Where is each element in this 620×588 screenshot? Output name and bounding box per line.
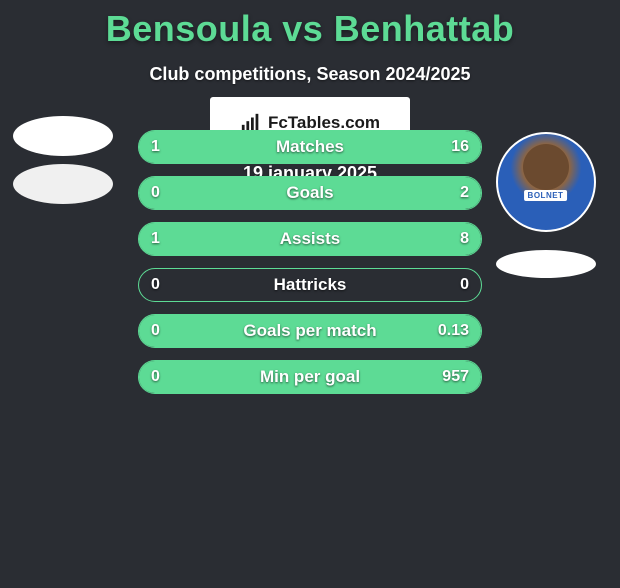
player-left-panel xyxy=(10,116,115,204)
player-right-panel xyxy=(493,132,598,278)
stat-label: Hattricks xyxy=(139,275,481,295)
stat-row: 0Hattricks0 xyxy=(138,268,482,302)
stat-row: 1Matches16 xyxy=(138,130,482,164)
stat-row: 0Min per goal957 xyxy=(138,360,482,394)
stat-value-right: 2 xyxy=(460,184,469,202)
stat-value-right: 0 xyxy=(460,276,469,294)
stat-value-right: 957 xyxy=(442,368,469,386)
stat-row: 0Goals2 xyxy=(138,176,482,210)
player-right-club-badge xyxy=(496,250,596,278)
stat-value-right: 16 xyxy=(451,138,469,156)
stat-label: Matches xyxy=(139,137,481,157)
stats-panel: 1Matches160Goals21Assists80Hattricks00Go… xyxy=(138,130,482,406)
stat-value-right: 8 xyxy=(460,230,469,248)
stat-label: Goals per match xyxy=(139,321,481,341)
stat-value-right: 0.13 xyxy=(438,322,469,340)
player-right-avatar xyxy=(496,132,596,232)
page-title: Bensoula vs Benhattab xyxy=(0,8,620,50)
player-left-club-badge xyxy=(13,164,113,204)
stat-label: Assists xyxy=(139,229,481,249)
stat-label: Goals xyxy=(139,183,481,203)
stat-row: 1Assists8 xyxy=(138,222,482,256)
stat-label: Min per goal xyxy=(139,367,481,387)
player-left-avatar xyxy=(13,116,113,156)
page-subtitle: Club competitions, Season 2024/2025 xyxy=(0,64,620,85)
stat-row: 0Goals per match0.13 xyxy=(138,314,482,348)
